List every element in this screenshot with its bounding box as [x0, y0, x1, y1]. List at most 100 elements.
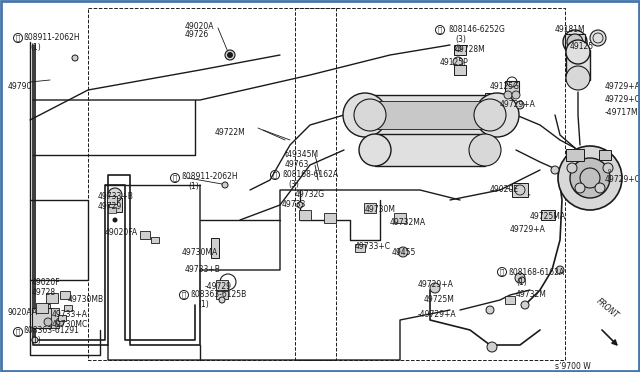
Text: Ⓑ: Ⓑ [16, 329, 20, 335]
Bar [454, 45, 466, 55]
Bar [454, 65, 466, 75]
Text: 49728: 49728 [32, 288, 56, 297]
Bar [565, 34, 585, 50]
Text: 49020F: 49020F [32, 278, 61, 287]
Text: FRONT: FRONT [595, 296, 621, 320]
Text: 49790: 49790 [8, 82, 33, 91]
Bar [485, 93, 495, 137]
Circle shape [595, 183, 605, 193]
Text: (1): (1) [198, 300, 209, 309]
Text: ß08911-2062H: ß08911-2062H [181, 172, 237, 181]
Circle shape [297, 202, 303, 208]
Bar [295, 8, 565, 360]
Text: 49730MC: 49730MC [52, 320, 88, 329]
Text: 49725M: 49725M [424, 295, 455, 304]
Bar [505, 296, 515, 304]
Bar [505, 81, 519, 95]
Text: 49733+C: 49733+C [355, 242, 391, 251]
Bar [365, 95, 495, 135]
Text: (1): (1) [30, 336, 41, 345]
Bar [140, 231, 150, 239]
Text: 9020AA: 9020AA [8, 308, 38, 317]
Circle shape [570, 158, 610, 198]
Bar [370, 101, 490, 129]
Bar [64, 305, 72, 311]
Circle shape [563, 30, 587, 54]
Circle shape [56, 318, 64, 326]
Bar [32, 308, 52, 328]
Bar [108, 198, 122, 212]
Text: 49020A: 49020A [185, 22, 214, 31]
Circle shape [227, 52, 233, 58]
Circle shape [504, 91, 512, 99]
Circle shape [359, 134, 391, 166]
Bar [60, 291, 70, 299]
Circle shape [475, 93, 519, 137]
Circle shape [113, 218, 118, 222]
Circle shape [516, 101, 524, 109]
Text: ß08168-6162A: ß08168-6162A [508, 268, 564, 277]
Text: 49733+B: 49733+B [185, 265, 221, 274]
Circle shape [343, 93, 387, 137]
Text: 49125P: 49125P [440, 58, 468, 67]
Text: 49763: 49763 [285, 160, 309, 169]
Circle shape [455, 45, 461, 51]
Circle shape [430, 283, 440, 293]
Text: Ⓑ: Ⓑ [273, 172, 277, 178]
Circle shape [108, 188, 122, 202]
Text: 49729: 49729 [98, 202, 122, 211]
Text: Ⓑ: Ⓑ [173, 175, 177, 181]
Circle shape [567, 34, 583, 50]
Text: (1): (1) [30, 43, 41, 52]
Circle shape [603, 163, 613, 173]
Circle shape [558, 146, 622, 210]
Circle shape [469, 134, 501, 166]
Circle shape [521, 301, 529, 309]
Text: 49125: 49125 [570, 42, 594, 51]
Text: 49726: 49726 [185, 30, 209, 39]
Text: 49730MA: 49730MA [182, 248, 218, 257]
Circle shape [519, 277, 525, 283]
Text: 49729+A: 49729+A [418, 280, 454, 289]
Circle shape [44, 318, 52, 326]
Bar [566, 50, 590, 80]
Text: (1): (1) [188, 182, 199, 191]
Bar [108, 207, 116, 213]
Text: 49729+A: 49729+A [605, 82, 640, 91]
Text: 49729+A: 49729+A [510, 225, 546, 234]
Text: ß08363-61291: ß08363-61291 [23, 326, 79, 335]
Text: Ⓑ: Ⓑ [182, 292, 186, 298]
Bar [541, 210, 555, 220]
Bar [364, 203, 376, 213]
Circle shape [486, 306, 494, 314]
Circle shape [566, 40, 590, 64]
Circle shape [354, 99, 386, 131]
Text: Ⓑ: Ⓑ [500, 269, 504, 275]
Bar [211, 238, 219, 258]
Bar [40, 304, 50, 312]
Text: 49732MA: 49732MA [390, 218, 426, 227]
Circle shape [32, 337, 38, 343]
Circle shape [515, 273, 525, 283]
Text: ß08168-6162A: ß08168-6162A [282, 170, 338, 179]
Circle shape [398, 247, 408, 257]
Circle shape [556, 266, 564, 274]
Text: 49730M: 49730M [365, 205, 396, 214]
Bar [324, 213, 336, 223]
Circle shape [72, 55, 78, 61]
Bar [375, 134, 485, 166]
Text: -49729+A: -49729+A [418, 310, 456, 319]
Bar [512, 183, 528, 197]
Text: 49733: 49733 [282, 200, 307, 209]
Text: 49125G: 49125G [490, 82, 520, 91]
Text: ß08911-2062H: ß08911-2062H [23, 33, 79, 42]
Text: 49733+B: 49733+B [98, 192, 134, 201]
Bar [216, 291, 228, 299]
Circle shape [567, 163, 577, 173]
Bar [216, 280, 228, 290]
Text: (3): (3) [288, 180, 299, 189]
Circle shape [575, 183, 585, 193]
Circle shape [474, 99, 506, 131]
Circle shape [222, 182, 228, 188]
Circle shape [551, 166, 559, 174]
